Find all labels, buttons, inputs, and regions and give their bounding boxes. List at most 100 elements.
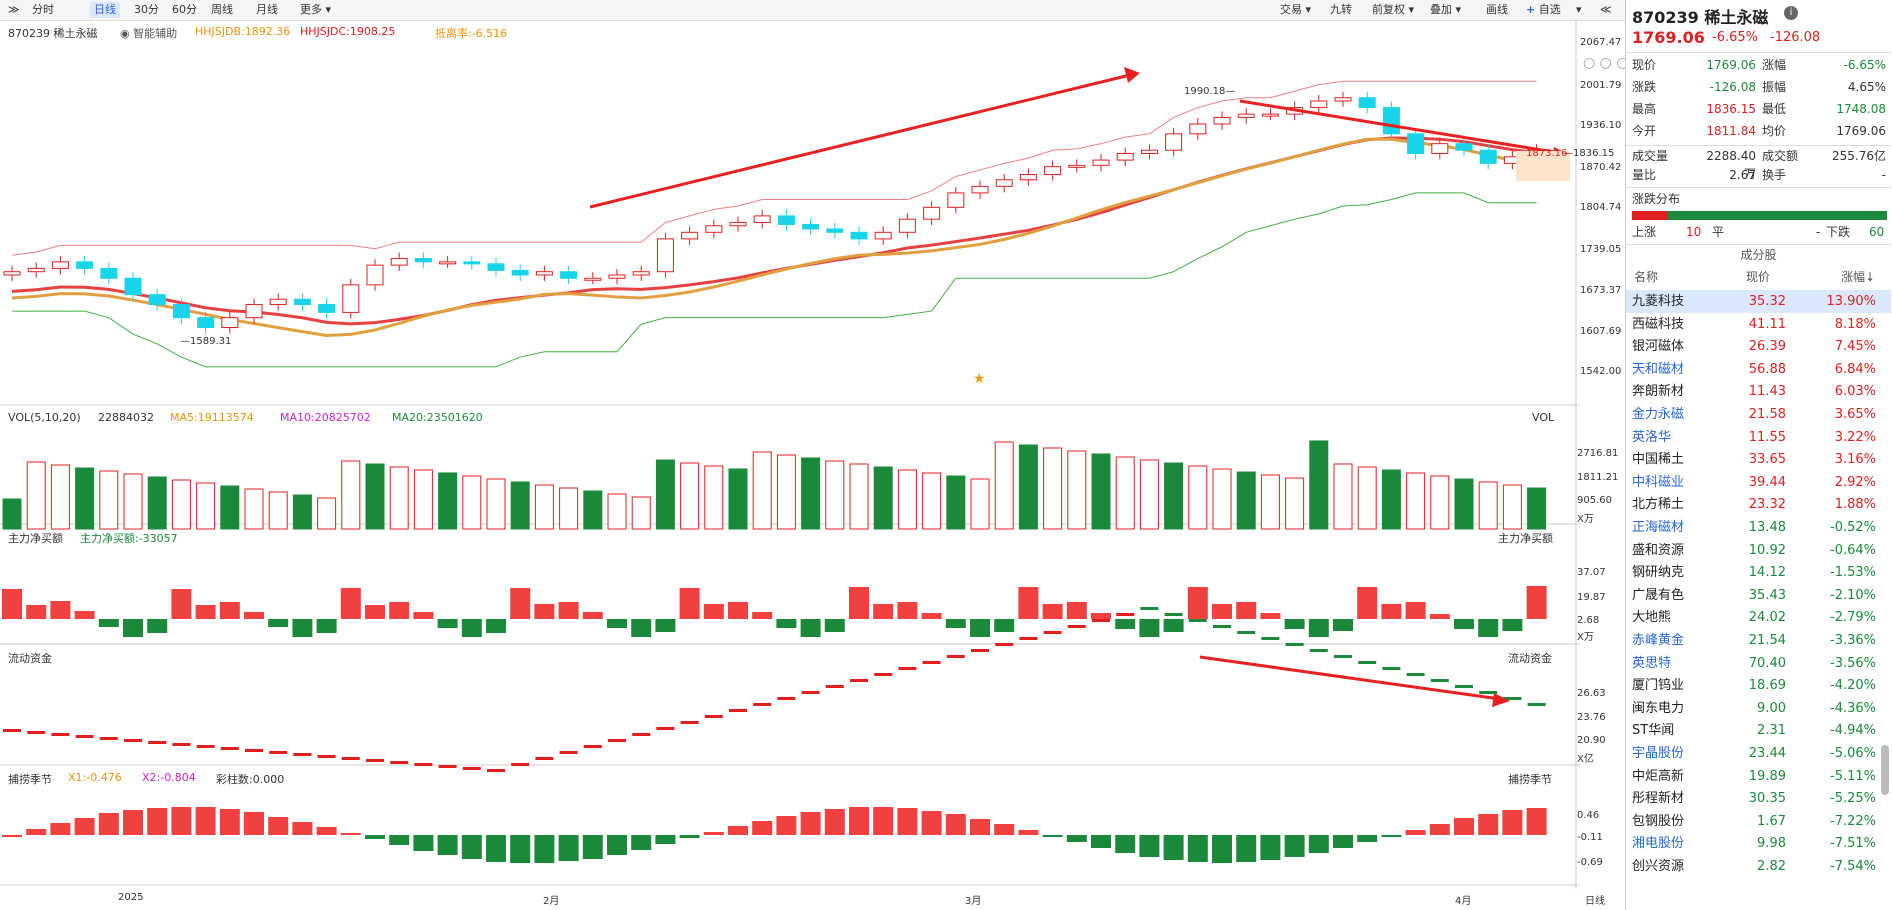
period-fenshi[interactable]: 分时 bbox=[32, 3, 54, 16]
draw-button[interactable]: 画线 bbox=[1486, 3, 1508, 16]
flow-bar bbox=[147, 619, 168, 633]
price-zone-highlight bbox=[1516, 151, 1570, 181]
stock-row[interactable]: 北方稀土 23.32 1.88% bbox=[1626, 493, 1891, 516]
stock-row[interactable]: 中炬高新 19.89 -5.11% bbox=[1626, 765, 1891, 788]
flow-axis-0: 37.07 bbox=[1577, 567, 1606, 578]
volume-bar bbox=[413, 469, 433, 530]
smart-assist-button[interactable]: ◉ 智能辅助 bbox=[120, 25, 177, 41]
season-bar bbox=[728, 826, 748, 835]
stock-row[interactable]: ST华闻 2.31 -4.94% bbox=[1626, 719, 1891, 742]
ratio-value: 2.67 bbox=[1729, 168, 1756, 182]
liquid-right-title: 流动资金 bbox=[1508, 652, 1552, 665]
panel-controls-icons[interactable]: ○ ○ ○ bbox=[1583, 55, 1629, 71]
kline-chart[interactable]: ★ bbox=[0, 21, 1625, 910]
stock-row[interactable]: 中国稀土 33.65 3.16% bbox=[1626, 448, 1891, 471]
stock-row[interactable]: 金力永磁 21.58 3.65% bbox=[1626, 403, 1891, 426]
stock-row[interactable]: 英思特 70.40 -3.56% bbox=[1626, 652, 1891, 675]
flow-bar bbox=[1429, 614, 1450, 619]
liquidity-bar bbox=[971, 649, 989, 652]
stock-row[interactable]: 广晟有色 35.43 -2.10% bbox=[1626, 584, 1891, 607]
stock-name: 中炬高新 bbox=[1632, 768, 1685, 784]
info-icon[interactable]: i bbox=[1784, 6, 1798, 20]
stock-row[interactable]: 闽东电力 9.00 -4.36% bbox=[1626, 697, 1891, 720]
flow-bar bbox=[1018, 587, 1039, 619]
flow-bar bbox=[219, 602, 240, 619]
season-bar bbox=[74, 818, 95, 835]
col-name-header[interactable]: 名称 bbox=[1634, 270, 1659, 284]
flow-bar bbox=[1187, 587, 1208, 619]
stock-pct: -5.06% bbox=[1830, 746, 1876, 761]
season-bar bbox=[123, 810, 143, 835]
volume-bar bbox=[1260, 474, 1280, 530]
candle-body bbox=[898, 218, 916, 233]
candle-body bbox=[463, 261, 481, 265]
stock-row[interactable]: 银河磁体 26.39 7.45% bbox=[1626, 335, 1891, 358]
stock-row[interactable]: 钢研纳克 14.12 -1.53% bbox=[1626, 561, 1891, 584]
scrollbar-thumb[interactable] bbox=[1881, 745, 1889, 795]
vol-ma20: MA20:23501620 bbox=[392, 411, 483, 424]
stock-pct: 3.65% bbox=[1834, 407, 1876, 422]
candle-body bbox=[1334, 97, 1352, 102]
price-axis-0: 2067.47 bbox=[1580, 37, 1622, 48]
divider bbox=[1626, 244, 1891, 245]
period-daily[interactable]: 日线 bbox=[90, 2, 120, 18]
stock-name: 厦门钨业 bbox=[1632, 678, 1685, 694]
flow-bar bbox=[1357, 587, 1378, 619]
stock-row[interactable]: 奔朗新材 11.43 6.03% bbox=[1626, 380, 1891, 403]
stock-row[interactable]: 宇晶股份 23.44 -5.06% bbox=[1626, 742, 1891, 765]
stock-row[interactable]: 赤峰黄金 21.54 -3.36% bbox=[1626, 629, 1891, 652]
vol-ma5: MA5:19113574 bbox=[170, 411, 254, 424]
season-bar bbox=[1429, 824, 1450, 835]
trade-button[interactable]: 交易 ▾ bbox=[1280, 3, 1312, 16]
liquidity-bar bbox=[341, 757, 360, 760]
season-bar bbox=[98, 813, 119, 835]
add-watchlist-button[interactable]: + 自选 bbox=[1526, 2, 1561, 18]
volume-bar bbox=[801, 457, 821, 530]
period-more[interactable]: 更多 ▾ bbox=[300, 3, 332, 16]
sidebar-title: 870239 稀土永磁 bbox=[1632, 8, 1769, 27]
stock-row[interactable]: 包钢股份 1.67 -7.22% bbox=[1626, 810, 1891, 833]
period-weekly[interactable]: 周线 bbox=[211, 3, 233, 16]
col-price-header[interactable]: 现价 bbox=[1746, 270, 1771, 284]
stock-row[interactable]: 彤程新材 30.35 -5.25% bbox=[1626, 787, 1891, 810]
liquidity-bar bbox=[414, 763, 433, 766]
flow-bar bbox=[994, 619, 1015, 632]
season-right-title: 捕捞季节 bbox=[1508, 773, 1552, 786]
volume-bar bbox=[922, 472, 942, 530]
stock-row[interactable]: 正海磁材 13.48 -0.52% bbox=[1626, 516, 1891, 539]
up-count: 10 bbox=[1686, 225, 1702, 239]
period-monthly[interactable]: 月线 bbox=[256, 3, 278, 16]
stock-row[interactable]: 天和磁材 56.88 6.84% bbox=[1626, 358, 1891, 381]
liquidity-bar bbox=[269, 751, 288, 754]
flow-bar bbox=[510, 588, 531, 619]
collapse-icon[interactable]: ≪ bbox=[1600, 3, 1612, 16]
stock-code-name: 870239 稀土永磁 bbox=[8, 27, 98, 40]
stock-row[interactable]: 厦门钨业 18.69 -4.20% bbox=[1626, 674, 1891, 697]
indicator-dilv: 抵离率:-6.516 bbox=[435, 27, 508, 40]
low-price-label: —1589.31 bbox=[180, 336, 232, 347]
flow-bar bbox=[1066, 602, 1087, 619]
stock-row[interactable]: 创兴资源 2.82 -7.54% bbox=[1626, 855, 1891, 878]
season-bar bbox=[945, 814, 966, 835]
period-30min[interactable]: 30分 bbox=[134, 3, 159, 16]
jiuzhuan-button[interactable]: 九转 bbox=[1330, 3, 1352, 16]
season-x2: X2:-0.804 bbox=[142, 771, 196, 784]
stock-row[interactable]: 中科磁业 39.44 2.92% bbox=[1626, 471, 1891, 494]
col-pct-header[interactable]: 涨幅↓ bbox=[1841, 270, 1876, 284]
stock-pct: -2.79% bbox=[1830, 610, 1876, 626]
expand-icon[interactable]: ≫ bbox=[8, 3, 20, 16]
overlay-button[interactable]: 叠加 ▾ bbox=[1430, 3, 1462, 16]
stock-row[interactable]: 湘电股份 9.98 -7.51% bbox=[1626, 832, 1891, 855]
fuquan-button[interactable]: 前复权 ▾ bbox=[1372, 3, 1415, 16]
stock-row[interactable]: 西磁科技 41.11 8.18% bbox=[1626, 313, 1891, 336]
dropdown-icon[interactable]: ▾ bbox=[1576, 3, 1582, 16]
stock-row[interactable]: 大地熊 24.02 -2.79% bbox=[1626, 606, 1891, 629]
stock-row[interactable]: 英洛华 11.55 3.22% bbox=[1626, 426, 1891, 449]
stock-pct: -3.36% bbox=[1830, 633, 1876, 648]
liquidity-bar bbox=[583, 745, 602, 748]
period-60min[interactable]: 60分 bbox=[172, 3, 197, 16]
stock-row[interactable]: 盛和资源 10.92 -0.64% bbox=[1626, 539, 1891, 562]
stock-row[interactable]: 九菱科技 35.32 13.90% bbox=[1626, 290, 1891, 313]
stock-pct: -1.53% bbox=[1830, 565, 1876, 581]
flow-bar bbox=[50, 601, 71, 619]
